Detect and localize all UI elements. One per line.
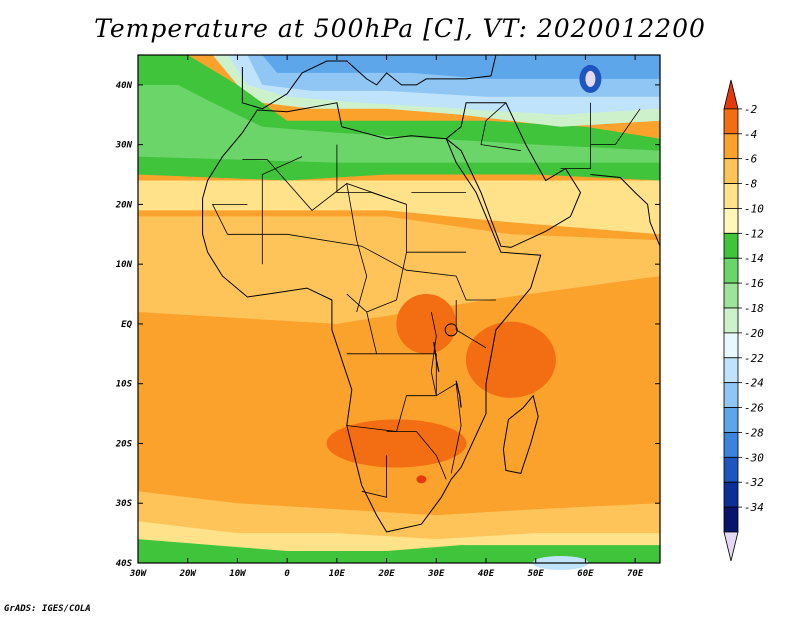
field-lightgreen-north <box>138 84 660 163</box>
lon-tick-label: 0 <box>284 569 290 579</box>
colorbar-label: -14 <box>744 252 764 265</box>
border-line <box>346 293 378 355</box>
warm-spot <box>416 475 427 484</box>
colorbar-label: -6 <box>744 153 758 166</box>
colorbar-cell <box>723 108 739 135</box>
india-coastline <box>590 174 661 247</box>
colorbar-label: -2 <box>744 103 758 116</box>
lake-malawi <box>455 380 462 408</box>
map-title: Temperature at 500hPa [C], VT: 202001220… <box>94 14 706 43</box>
colorbar-cell <box>723 506 739 533</box>
border-line <box>346 183 368 313</box>
colorbar-cell <box>723 382 739 408</box>
colorbar-top-arrow <box>723 79 739 110</box>
border-line <box>227 233 496 301</box>
colorbar-cell <box>723 208 739 234</box>
colorbar-bottom-arrow <box>723 531 739 561</box>
colorbar-label: -32 <box>744 476 764 489</box>
lon-tick-label: 50E <box>528 569 545 579</box>
lon-tick-label: 20W <box>179 569 198 579</box>
colorbar-cell <box>723 481 739 508</box>
lon-tick-label: 10E <box>329 569 346 579</box>
border-line <box>346 353 437 432</box>
colorbar-label: -24 <box>744 377 764 390</box>
warm-core-south <box>326 419 467 468</box>
border-line <box>211 203 248 235</box>
lon-tick-label: 30W <box>129 569 148 579</box>
warm-core-central <box>396 293 457 354</box>
border-line <box>361 455 388 498</box>
colorbar-cell <box>723 158 739 184</box>
colorbar-cell <box>723 133 739 160</box>
lat-tick-label: 10S <box>116 380 133 390</box>
colorbar-label: -28 <box>744 426 764 439</box>
lat-tick-label: 30S <box>115 499 133 509</box>
colorbar-cell <box>723 456 739 483</box>
field-band-subtropics <box>138 180 660 235</box>
colorbar-label: -8 <box>744 178 758 191</box>
europe-coastline <box>241 54 497 110</box>
lat-tick-label: 20S <box>115 439 133 449</box>
colorbar-label: -30 <box>744 451 764 464</box>
border-line <box>560 102 591 170</box>
lon-tick-label: 70E <box>627 569 644 579</box>
colorbar-label: -18 <box>744 302 764 315</box>
lon-tick-label: 60E <box>577 569 594 579</box>
colorbar-label: -10 <box>744 202 764 215</box>
madagascar-coastline <box>502 394 539 474</box>
field-cold-4 <box>262 55 660 79</box>
colorbar-cell <box>723 332 739 359</box>
africa-coastline <box>202 102 542 533</box>
colorbar-cell <box>723 282 739 309</box>
lon-tick-label: 30E <box>427 569 445 579</box>
colorbar-cell <box>723 183 739 209</box>
colorbar-label: -20 <box>744 327 764 340</box>
lon-tick-label: 10W <box>229 569 247 579</box>
colorbar-label: -34 <box>744 501 764 514</box>
border-line <box>480 102 521 151</box>
border-line <box>455 300 487 349</box>
lat-tick-label: 40N <box>116 81 133 91</box>
lat-tick-label: 20N <box>115 200 133 210</box>
colorbar-cell <box>723 307 739 334</box>
colorbar-cell <box>723 432 739 458</box>
colorbar-cell <box>723 357 739 384</box>
lon-tick-label: 40E <box>478 569 495 579</box>
map-frame <box>137 54 661 564</box>
border-line <box>590 108 641 146</box>
lon-tick-label: 20E <box>377 569 395 579</box>
arabia-coastline <box>445 102 582 248</box>
border-line <box>261 156 303 265</box>
border-line <box>436 383 462 474</box>
colorbar-label: -4 <box>744 128 757 141</box>
lat-tick-label: EQ <box>121 320 132 330</box>
cold-core-center <box>585 70 596 87</box>
field-green-south <box>138 539 660 563</box>
border-line <box>336 144 407 205</box>
field-band-tropics <box>138 216 660 324</box>
credit-text: GrADS: IGES/COLA <box>4 604 91 614</box>
warm-core-east <box>465 321 556 398</box>
colorbar-cell <box>723 407 739 433</box>
lat-tick-label: 40S <box>116 559 133 569</box>
lake-victoria <box>444 323 458 337</box>
colorbar-cell <box>723 257 739 284</box>
border-line <box>430 311 437 396</box>
lat-tick-label: 10N <box>116 260 133 270</box>
border-line <box>386 431 447 480</box>
lat-tick-label: 30N <box>115 141 133 151</box>
colorbar-cell <box>723 232 739 259</box>
lake-tanganyika <box>433 341 440 372</box>
colorbar-label: -16 <box>744 277 764 290</box>
colorbar-label: -26 <box>744 402 764 415</box>
colorbar-label: -22 <box>744 352 764 365</box>
colorbar-label: -12 <box>744 227 764 240</box>
